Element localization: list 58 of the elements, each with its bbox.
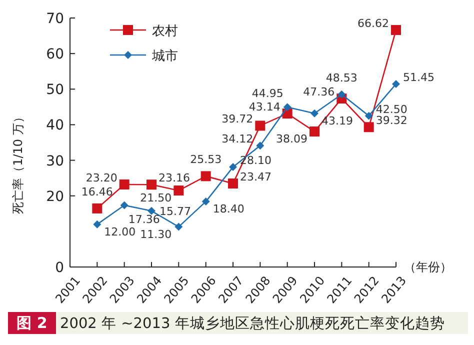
data-label: 34.12	[222, 132, 254, 146]
data-label: 43.19	[322, 114, 353, 128]
data-label: 18.40	[212, 202, 244, 216]
y-tick-label: 70	[46, 11, 64, 27]
data-label: 15.77	[160, 204, 191, 218]
data-label: 43.14	[248, 100, 280, 114]
data-label: 23.20	[86, 171, 118, 184]
y-tick-label: 50	[46, 82, 64, 98]
data-label: 42.50	[376, 102, 408, 116]
point	[229, 163, 237, 172]
point	[120, 201, 128, 210]
data-label: 66.62	[358, 17, 389, 30]
y-tick-label: 60	[46, 46, 64, 63]
y-tick-label: 20	[46, 188, 64, 205]
point	[148, 206, 156, 215]
data-label: 21.50	[140, 192, 172, 205]
point	[174, 222, 183, 231]
y-tick-label: 30	[46, 153, 64, 170]
point	[338, 90, 346, 98]
point	[256, 142, 264, 150]
point	[174, 186, 184, 196]
point	[310, 126, 320, 137]
legend-label: 农村	[152, 24, 178, 39]
data-label: 51.45	[403, 70, 434, 84]
y-axis-title: 死亡率（1/10 万）	[11, 111, 25, 214]
data-label: 11.30	[140, 228, 172, 241]
y-tick-label: 0	[55, 260, 64, 276]
legend-label: 城市	[151, 49, 178, 64]
data-label: 44.95	[252, 87, 284, 100]
point	[200, 171, 211, 182]
data-label: 47.36	[303, 86, 335, 99]
data-label: 23.47	[240, 170, 272, 184]
point	[92, 203, 102, 214]
text: 2002 年 ~2013 年城乡地区急性心肌梗死死亡率变化趋势	[60, 315, 445, 332]
data-label: 48.53	[326, 71, 358, 84]
point	[364, 112, 373, 120]
point	[228, 178, 238, 189]
caption: 图 2	[16, 314, 48, 332]
data-label: 39.32	[376, 114, 408, 128]
point	[364, 122, 374, 132]
point	[146, 180, 156, 190]
point	[255, 120, 266, 131]
x-axis-title: （年份）	[404, 260, 452, 274]
y-tick-label: 40	[46, 118, 64, 134]
point	[202, 198, 210, 206]
point	[93, 220, 102, 228]
point	[391, 25, 401, 36]
data-label: 12.00	[104, 225, 136, 238]
point	[283, 103, 292, 112]
data-label: 23.16	[158, 172, 190, 185]
point	[119, 179, 130, 190]
point	[310, 109, 318, 118]
data-label: 25.53	[190, 153, 222, 166]
data-label: 38.09	[276, 132, 308, 146]
data-label: 16.46	[81, 185, 113, 198]
point	[392, 80, 400, 88]
data-label: 39.72	[222, 112, 254, 126]
data-label: 17.36	[128, 213, 160, 226]
